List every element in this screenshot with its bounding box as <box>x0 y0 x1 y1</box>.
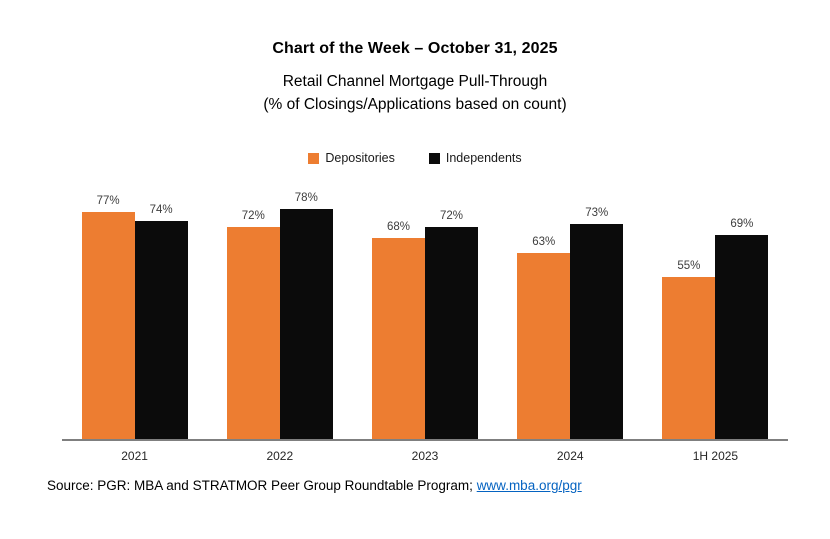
data-label: 77% <box>96 194 120 207</box>
legend-label-depositories: Depositories <box>325 151 395 165</box>
bar-depositories-1h-2025 <box>662 276 716 439</box>
independents-swatch-icon <box>428 152 440 164</box>
bar-group-2022: 72% 78% <box>207 144 352 439</box>
source-note: Source: PGR: MBA and STRATMOR Peer Group… <box>47 478 582 493</box>
data-label: 69% <box>730 218 754 231</box>
x-axis-label: 2023 <box>411 449 439 463</box>
bar-column: 69% <box>715 144 769 439</box>
chart-legend: Depositories Independents <box>0 151 830 165</box>
bar-independents-1h-2025 <box>715 235 769 439</box>
bar-independents-2024 <box>570 223 624 439</box>
data-label: 73% <box>585 206 609 219</box>
data-label: 72% <box>439 209 464 222</box>
bar-column: 78% <box>279 144 333 439</box>
chart-header: Chart of the Week – October 31, 2025 Ret… <box>0 40 830 116</box>
source-link[interactable]: www.mba.org/pgr <box>476 478 582 493</box>
bar-group-2021: 77% 74% <box>62 144 207 439</box>
bar-depositories-2023 <box>372 238 425 439</box>
x-axis-label: 1H 2025 <box>692 449 739 463</box>
bar-group-2024: 63% 73% <box>498 144 643 439</box>
bar-group-2023: 68% 72% <box>352 144 497 439</box>
bar-column: 63% <box>517 144 571 439</box>
chart-subtitle-line1: Retail Channel Mortgage Pull-Through <box>282 73 548 90</box>
bar-column: 73% <box>570 144 624 439</box>
x-axis-label: 2022 <box>266 449 294 463</box>
x-axis-label: 2024 <box>556 449 584 463</box>
legend-label-independents: Independents <box>445 151 522 165</box>
legend-item-depositories: Depositories <box>308 151 395 165</box>
chart-title: Chart of the Week – October 31, 2025 <box>272 40 558 57</box>
bar-group-1h-2025: 55% 69% <box>643 144 788 439</box>
bar-column: 77% <box>81 144 135 439</box>
bar-independents-2023 <box>425 226 478 439</box>
bar-independents-2021 <box>134 220 188 439</box>
data-label: 78% <box>294 191 318 204</box>
x-axis-label: 2021 <box>121 449 148 463</box>
bar-depositories-2021 <box>81 211 135 439</box>
data-label: 68% <box>386 221 411 234</box>
data-label: 74% <box>149 203 173 216</box>
data-label: 63% <box>532 236 556 249</box>
bar-depositories-2024 <box>517 253 571 439</box>
bar-independents-2022 <box>279 208 333 439</box>
plot-area: 77% 74% 72% 78% 68% 72% 63% 73% 55% 69% <box>62 144 788 441</box>
bar-column: 74% <box>134 144 188 439</box>
bar-column: 68% <box>372 144 425 439</box>
bar-column: 72% <box>425 144 478 439</box>
depositories-swatch-icon <box>308 152 320 164</box>
x-axis-labels: 2021 2022 2023 2024 1H 2025 <box>62 449 788 463</box>
bar-column: 72% <box>226 144 280 439</box>
bar-depositories-2022 <box>226 226 280 439</box>
legend-item-independents: Independents <box>428 151 522 165</box>
data-label: 72% <box>241 209 265 222</box>
bar-column: 55% <box>662 144 716 439</box>
source-text: Source: PGR: MBA and STRATMOR Peer Group… <box>47 478 477 493</box>
data-label: 55% <box>677 259 701 272</box>
chart-subtitle-line2: (% of Closings/Applications based on cou… <box>263 96 567 113</box>
